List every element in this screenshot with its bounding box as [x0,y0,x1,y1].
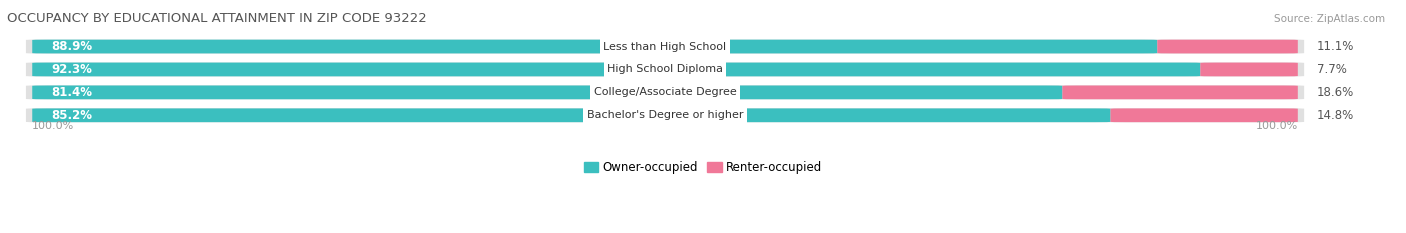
Text: 11.1%: 11.1% [1317,40,1354,53]
FancyBboxPatch shape [25,85,1305,99]
Legend: Owner-occupied, Renter-occupied: Owner-occupied, Renter-occupied [579,156,827,178]
FancyBboxPatch shape [32,86,1063,99]
FancyBboxPatch shape [32,63,1201,76]
Text: 85.2%: 85.2% [51,109,93,122]
Text: 18.6%: 18.6% [1317,86,1354,99]
FancyBboxPatch shape [25,62,1305,76]
Text: 100.0%: 100.0% [32,121,75,131]
Text: OCCUPANCY BY EDUCATIONAL ATTAINMENT IN ZIP CODE 93222: OCCUPANCY BY EDUCATIONAL ATTAINMENT IN Z… [7,12,426,25]
Text: High School Diploma: High School Diploma [607,65,723,75]
Text: Source: ZipAtlas.com: Source: ZipAtlas.com [1274,14,1385,24]
Text: 92.3%: 92.3% [51,63,93,76]
Text: 100.0%: 100.0% [1256,121,1298,131]
FancyBboxPatch shape [1111,108,1298,122]
FancyBboxPatch shape [25,40,1305,54]
Text: 81.4%: 81.4% [51,86,93,99]
FancyBboxPatch shape [1063,86,1298,99]
Text: College/Associate Degree: College/Associate Degree [593,87,737,97]
Text: Less than High School: Less than High School [603,41,727,51]
Text: Bachelor's Degree or higher: Bachelor's Degree or higher [586,110,744,120]
FancyBboxPatch shape [32,40,1157,53]
Text: 88.9%: 88.9% [51,40,93,53]
Text: 14.8%: 14.8% [1317,109,1354,122]
FancyBboxPatch shape [32,108,1111,122]
FancyBboxPatch shape [25,108,1305,122]
Text: 7.7%: 7.7% [1317,63,1347,76]
FancyBboxPatch shape [1201,63,1298,76]
FancyBboxPatch shape [1157,40,1298,53]
